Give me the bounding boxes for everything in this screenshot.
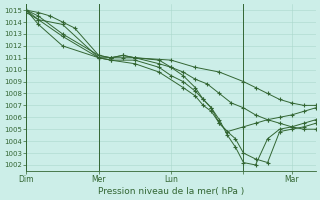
X-axis label: Pression niveau de la mer( hPa ): Pression niveau de la mer( hPa ) — [98, 187, 244, 196]
